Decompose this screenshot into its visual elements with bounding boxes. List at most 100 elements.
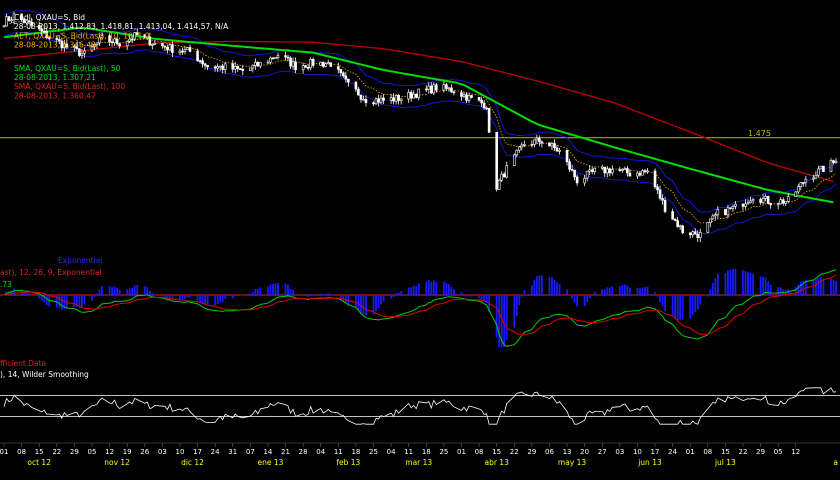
candle-body — [726, 207, 730, 216]
macd-bar — [400, 291, 403, 295]
macd-bar — [10, 290, 13, 295]
x-tick-label: 15 — [492, 448, 501, 456]
candle-body — [294, 61, 297, 71]
macd-bar — [744, 271, 747, 295]
candle-body — [394, 95, 398, 102]
candle-body — [766, 195, 770, 204]
macd-bar — [799, 281, 802, 295]
candle-body — [354, 81, 358, 90]
x-tick-label: 03 — [158, 448, 167, 456]
macd-bar — [817, 278, 820, 295]
candle-body — [470, 95, 473, 98]
sma100-line — [3, 40, 834, 183]
x-tick-label: 22 — [52, 448, 61, 456]
candle-body — [163, 45, 167, 48]
x-month-label: jul 13 — [714, 458, 736, 467]
macd-bar — [415, 286, 418, 295]
candle-body — [709, 218, 712, 224]
candle-body — [269, 57, 272, 63]
x-tick-label: 18 — [351, 448, 360, 456]
macd-bar — [98, 289, 101, 295]
macd-bar — [830, 278, 832, 295]
macd-bar — [674, 295, 677, 319]
macd-bar — [835, 281, 837, 295]
macd-bar — [450, 286, 453, 295]
candle-body — [311, 59, 315, 66]
candle-body — [452, 91, 456, 94]
candle-body — [337, 66, 340, 70]
legend-line-0: Cndl, QXAU=S, Bid — [14, 13, 85, 22]
candle-body — [216, 66, 219, 69]
macd-bar — [498, 295, 501, 347]
x-tick-label: 20 — [580, 448, 589, 456]
candle-body — [729, 207, 732, 210]
candle-body — [417, 88, 421, 98]
candle-body — [231, 63, 235, 70]
macd-bar — [38, 295, 41, 299]
candle-body — [834, 160, 838, 163]
x-tick-label: 01 — [686, 448, 695, 456]
macd-bar — [184, 295, 186, 300]
candle-body — [741, 203, 745, 207]
candle-body — [445, 84, 448, 89]
macd-bar — [470, 295, 473, 297]
macd-bar — [495, 295, 498, 338]
macd-bar — [259, 287, 262, 295]
macd-bar — [60, 295, 63, 310]
candle-body — [198, 60, 202, 62]
macd-bar — [427, 280, 430, 295]
candle-body — [372, 102, 375, 105]
x-tick-label: 22 — [739, 448, 748, 456]
candle-body — [78, 48, 81, 56]
candle-body — [693, 231, 697, 235]
candle-body — [304, 65, 307, 68]
candle-body — [749, 200, 752, 204]
macd-bar — [729, 269, 732, 295]
candle-body — [382, 97, 385, 101]
x-tick-label: 27 — [598, 448, 607, 456]
macd-bar — [362, 295, 365, 315]
candle-body — [812, 177, 815, 180]
macd-bar — [533, 280, 536, 295]
candle-body — [213, 66, 217, 69]
macd-bar — [417, 283, 420, 295]
macd-bar — [608, 287, 611, 295]
macd-bar — [676, 295, 679, 321]
candle-body — [374, 98, 378, 105]
candle-body — [80, 53, 84, 56]
macd-bar — [81, 295, 83, 307]
macd-bar — [339, 295, 342, 299]
candle-body — [716, 209, 720, 216]
candle-body — [799, 182, 803, 187]
candle-body — [347, 78, 350, 83]
macd-bar — [671, 295, 674, 317]
x-tick-label: 11 — [404, 448, 413, 456]
candle-body — [761, 197, 765, 203]
macd-bar — [606, 287, 609, 295]
legend-line-7: 28-08-2013, 1.360,47 — [14, 91, 96, 100]
macd-bar — [573, 295, 576, 303]
candle-body — [128, 38, 131, 42]
candle-body — [321, 61, 325, 67]
candle-body — [671, 211, 674, 220]
macd-bar — [221, 295, 224, 302]
macd-bar — [445, 283, 448, 295]
candle-body — [399, 98, 403, 101]
macd-bar — [128, 288, 131, 295]
candle-body — [590, 169, 594, 172]
candle-body — [254, 62, 257, 66]
x-tick-label: 13 — [563, 448, 572, 456]
x-tick-label: 14 — [263, 448, 272, 456]
macd-histogram — [3, 268, 837, 347]
x-tick-label: 29 — [70, 448, 79, 456]
candle-body — [83, 50, 86, 54]
candle-body — [148, 36, 152, 46]
candle-body — [829, 160, 833, 173]
macd-bar — [407, 287, 410, 295]
macd-bar — [324, 293, 327, 295]
macd-bar — [548, 277, 551, 295]
candle-body — [7, 16, 11, 21]
candle-body — [171, 44, 174, 53]
x-tick-label: 17 — [193, 448, 202, 456]
macd-bar — [644, 286, 646, 295]
